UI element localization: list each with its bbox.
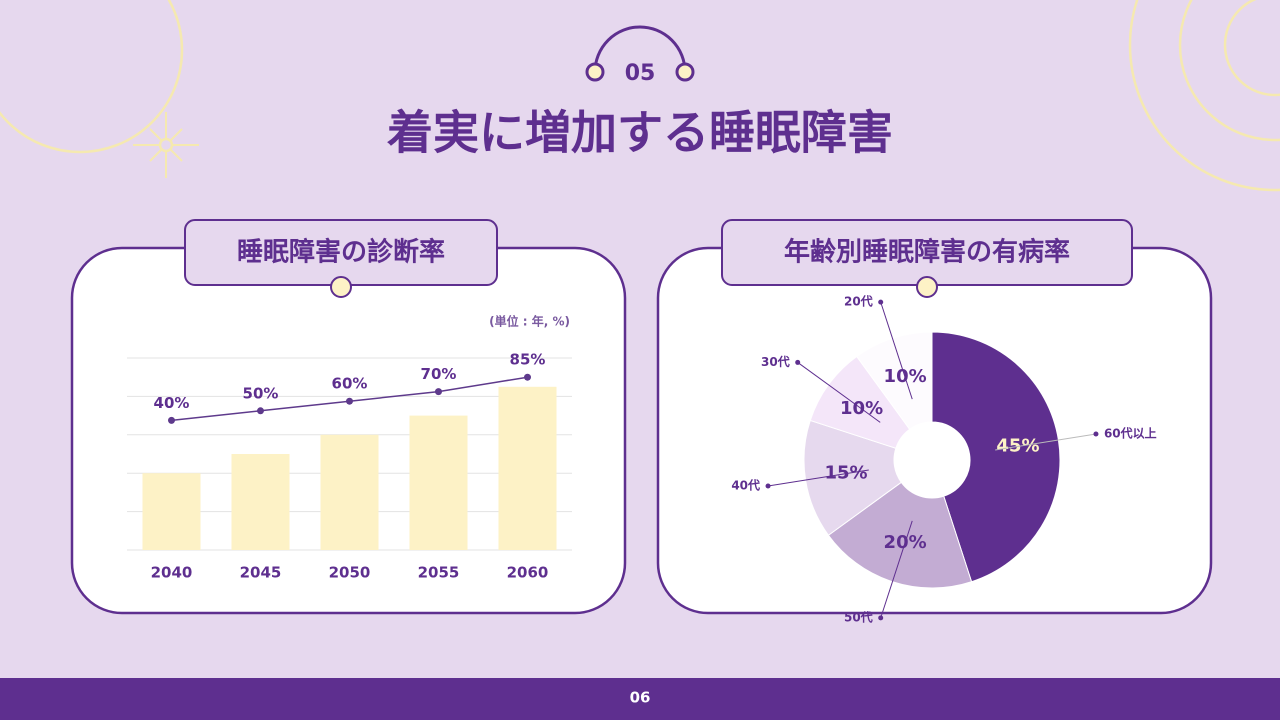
leader-dot xyxy=(1093,431,1099,437)
leader-dot xyxy=(765,483,771,489)
page-number: 06 xyxy=(630,689,651,707)
bar xyxy=(320,434,379,550)
chart-title: 年齢別睡眠障害の有病率 xyxy=(784,237,1070,268)
number-arc xyxy=(593,25,687,73)
leader-dot xyxy=(878,615,884,621)
bar xyxy=(498,386,557,550)
category-label: 50代 xyxy=(844,609,873,624)
decoration xyxy=(0,0,1280,192)
donut-slice xyxy=(827,481,973,589)
leader-dot xyxy=(878,299,884,305)
category-label: 40代 xyxy=(731,477,760,492)
leader-line xyxy=(797,362,881,423)
data-label: 50% xyxy=(243,384,279,402)
donut-slice xyxy=(803,419,902,536)
bar xyxy=(409,415,468,550)
x-tick-label: 2040 xyxy=(151,564,193,582)
leader-dot xyxy=(795,359,801,365)
category-label: 30代 xyxy=(761,354,790,369)
data-label: 85% xyxy=(510,351,546,369)
chart-title: 睡眠障害の診断率 xyxy=(237,237,445,268)
x-tick-label: 2055 xyxy=(418,564,460,582)
line-point xyxy=(257,407,264,415)
bar xyxy=(231,454,290,550)
leader-line xyxy=(880,301,913,400)
leader-line xyxy=(880,520,913,619)
unit-note: (単位 : 年, %) xyxy=(489,314,570,329)
footer-bar xyxy=(0,678,1280,720)
line-point xyxy=(168,416,175,424)
line-point xyxy=(524,373,531,381)
leader-line xyxy=(995,433,1097,451)
x-tick-label: 2060 xyxy=(507,564,549,582)
x-tick-label: 2050 xyxy=(329,564,371,582)
x-tick-label: 2045 xyxy=(240,564,282,582)
arc-dot xyxy=(675,62,695,82)
data-label: 60% xyxy=(332,375,368,393)
leader-line xyxy=(767,469,869,487)
slide-title: 着実に増加する睡眠障害 xyxy=(387,106,893,160)
donut-slice xyxy=(856,331,933,430)
section-number: 05 xyxy=(625,61,656,86)
donut-slice xyxy=(931,331,1061,583)
line-point xyxy=(346,397,353,405)
data-label: 70% xyxy=(421,365,457,383)
tab-dot xyxy=(916,276,938,298)
bar xyxy=(142,473,201,550)
line-point xyxy=(435,388,442,396)
category-label: 20代 xyxy=(844,294,873,309)
data-label: 40% xyxy=(154,394,190,412)
arc-dot xyxy=(585,62,605,82)
tab-dot xyxy=(330,276,352,298)
category-label: 60代以上 xyxy=(1104,426,1157,441)
